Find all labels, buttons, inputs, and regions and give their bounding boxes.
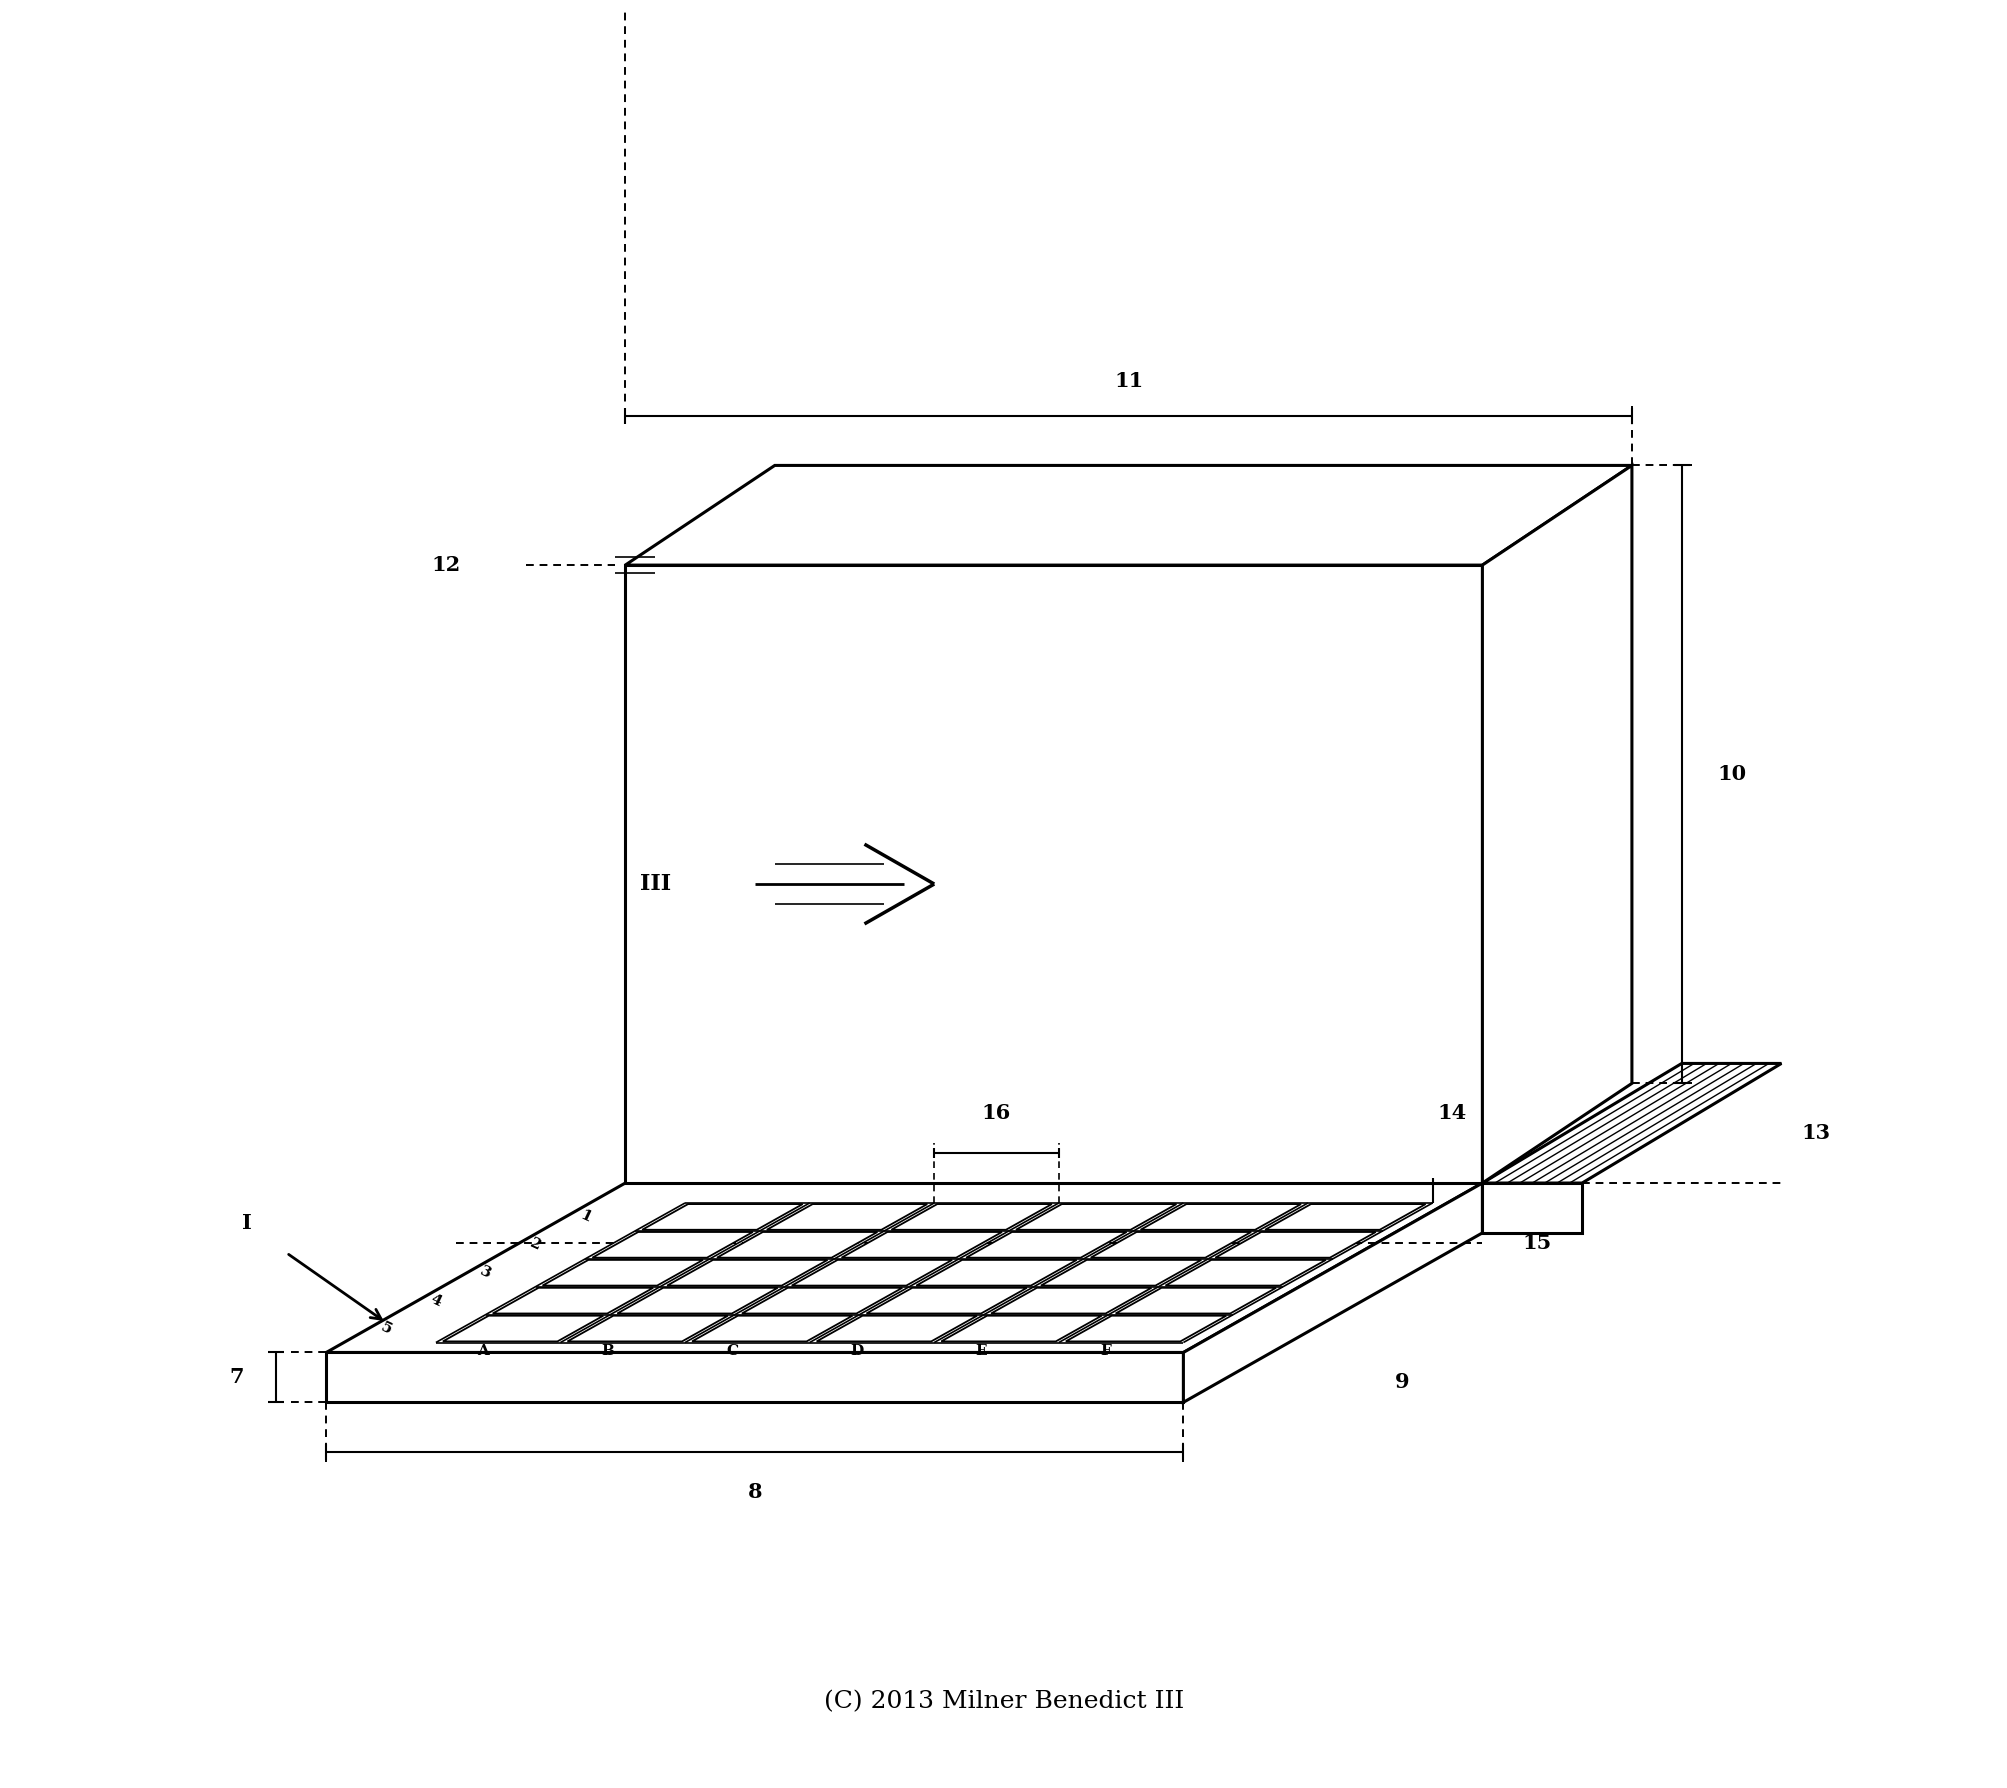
Text: 11: 11 <box>1114 370 1142 392</box>
Polygon shape <box>325 1184 1481 1352</box>
Polygon shape <box>915 1261 1076 1286</box>
Text: 5: 5 <box>377 1320 393 1337</box>
Polygon shape <box>1481 1064 1780 1184</box>
Text: 15: 15 <box>1521 1234 1551 1253</box>
Text: F: F <box>1100 1345 1112 1357</box>
Polygon shape <box>716 1232 877 1257</box>
Polygon shape <box>791 1261 951 1286</box>
Text: 16: 16 <box>981 1103 1012 1123</box>
Polygon shape <box>1116 1287 1276 1314</box>
Polygon shape <box>624 565 1481 1184</box>
Polygon shape <box>1214 1232 1375 1257</box>
Polygon shape <box>616 1287 777 1314</box>
Text: C: C <box>727 1345 739 1357</box>
Polygon shape <box>1066 1316 1226 1341</box>
Polygon shape <box>965 1232 1126 1257</box>
Polygon shape <box>624 465 1632 565</box>
Polygon shape <box>741 1287 901 1314</box>
Polygon shape <box>1090 1232 1250 1257</box>
Polygon shape <box>666 1261 827 1286</box>
Polygon shape <box>841 1232 1001 1257</box>
Polygon shape <box>991 1287 1150 1314</box>
Text: E: E <box>975 1345 987 1357</box>
Text: 12: 12 <box>432 554 460 576</box>
Polygon shape <box>941 1316 1102 1341</box>
Polygon shape <box>1040 1261 1200 1286</box>
Polygon shape <box>692 1316 853 1341</box>
Polygon shape <box>1016 1203 1176 1230</box>
Polygon shape <box>1140 1203 1301 1230</box>
Text: 7: 7 <box>229 1368 243 1387</box>
Text: B: B <box>600 1345 614 1357</box>
Text: 4: 4 <box>427 1293 444 1309</box>
Text: III: III <box>640 873 670 896</box>
Polygon shape <box>325 1352 1182 1402</box>
Text: 2: 2 <box>528 1236 544 1253</box>
Polygon shape <box>891 1203 1052 1230</box>
Polygon shape <box>542 1261 702 1286</box>
Text: 8: 8 <box>747 1482 763 1502</box>
Text: 9: 9 <box>1395 1373 1409 1393</box>
Polygon shape <box>817 1316 977 1341</box>
Polygon shape <box>867 1287 1026 1314</box>
Polygon shape <box>492 1287 652 1314</box>
Text: 14: 14 <box>1437 1103 1467 1123</box>
Polygon shape <box>444 1316 602 1341</box>
Text: 3: 3 <box>478 1264 494 1282</box>
Text: I: I <box>241 1212 251 1234</box>
Polygon shape <box>1481 1184 1582 1234</box>
Text: 1: 1 <box>578 1209 592 1225</box>
Text: 13: 13 <box>1800 1123 1830 1143</box>
Polygon shape <box>592 1232 753 1257</box>
Polygon shape <box>1264 1203 1425 1230</box>
Polygon shape <box>1481 465 1632 1184</box>
Polygon shape <box>767 1203 927 1230</box>
Polygon shape <box>1182 1184 1481 1402</box>
Polygon shape <box>568 1316 729 1341</box>
Text: (C) 2013 Milner Benedict III: (C) 2013 Milner Benedict III <box>823 1690 1184 1713</box>
Text: A: A <box>478 1345 490 1357</box>
Polygon shape <box>1164 1261 1325 1286</box>
Polygon shape <box>642 1203 803 1230</box>
Text: 10: 10 <box>1716 765 1746 785</box>
Text: D: D <box>849 1345 863 1357</box>
